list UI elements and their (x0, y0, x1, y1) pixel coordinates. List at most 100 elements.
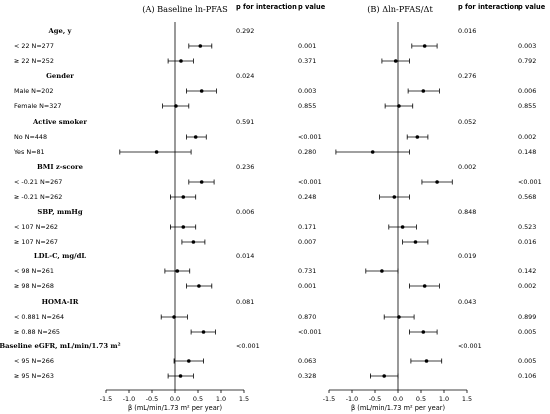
p-interaction-header-a: p for interaction (236, 3, 297, 11)
plot-layer: -1.5 -1.0 -0.5 0.0 0.5 1.0 1.5 Age, y 0.292 < 22 … (0, 22, 542, 403)
point-estimate-a (179, 59, 183, 63)
point-estimate-a (175, 269, 180, 273)
subgroup-label: No N=448 (14, 133, 47, 141)
group-header: Baseline eGFR, mL/min/1.73 m² (0, 342, 121, 350)
p-value-a: 0.280 (298, 148, 316, 156)
p-value-b: 0.148 (518, 148, 536, 156)
p-interaction-value-a: 0.014 (236, 252, 254, 260)
subgroup-label: ≥ 107 N=267 (14, 238, 58, 246)
group-header: LDL-C, mg/dL (34, 252, 86, 260)
subgroup-label: Yes N=81 (13, 148, 45, 156)
group-header: Active smoker (32, 118, 87, 126)
point-estimate-a (181, 195, 186, 199)
subgroup-label: ≥ 95 N=263 (14, 372, 54, 380)
subgroup-label: < 0.881 N=264 (14, 313, 64, 321)
p-value-a: <0.001 (298, 133, 322, 141)
x-tick-label-b: -1.0 (346, 395, 358, 403)
subgroup-label: ≥ 22 N=252 (14, 57, 54, 65)
x-tick-label-a: -1.0 (123, 395, 135, 403)
x-tick-label-a: -1.5 (100, 395, 112, 403)
p-value-b: 0.002 (518, 133, 536, 141)
subgroup-label: Male N=202 (14, 87, 54, 95)
p-interaction-value-b: 0.019 (458, 252, 476, 260)
group-header: SBP, mmHg (37, 208, 82, 216)
subgroup-label: < 98 N=261 (14, 267, 54, 275)
point-estimate-b (422, 44, 427, 48)
x-axis-label-a: β (mL/min/1.73 m² per year) (128, 404, 222, 412)
x-tick-label-a: 1.0 (216, 395, 226, 403)
p-value-a: 0.855 (298, 102, 316, 110)
p-value-header-b: p value (518, 3, 546, 11)
p-interaction-header-b: p for interaction (458, 3, 519, 11)
p-value-b: 0.899 (518, 313, 536, 321)
x-tick-label-b: 0.5 (416, 395, 426, 403)
group-header: Gender (46, 72, 74, 80)
point-estimate-a (201, 330, 206, 334)
x-tick-label-a: 1.5 (239, 395, 249, 403)
p-value-b: 0.792 (518, 57, 536, 65)
point-estimate-a (178, 374, 183, 378)
x-tick-label-b: 1.0 (439, 395, 449, 403)
p-value-a: 0.001 (298, 42, 316, 50)
x-tick-label-a: 0.5 (193, 395, 203, 403)
p-interaction-value-a: 0.236 (236, 163, 254, 171)
point-estimate-b (392, 195, 397, 199)
p-value-a: 0.171 (298, 223, 316, 231)
point-estimate-a (193, 135, 198, 139)
point-estimate-b (382, 374, 387, 378)
point-estimate-b (424, 359, 429, 363)
subgroup-label: < 22 N=277 (14, 42, 54, 50)
subgroup-label: < 95 N=266 (14, 357, 54, 365)
point-estimate-a (191, 240, 196, 244)
p-value-b: 0.568 (518, 193, 536, 201)
p-interaction-value-b: 0.848 (458, 208, 476, 216)
p-value-a: 0.007 (298, 238, 316, 246)
p-value-b: 0.002 (518, 282, 536, 290)
x-tick-label-b: 1.5 (462, 395, 472, 403)
subgroup-label: < -0.21 N=267 (14, 178, 62, 186)
p-value-b: 0.142 (518, 267, 536, 275)
p-interaction-value-b: 0.043 (458, 298, 476, 306)
point-estimate-a (199, 89, 204, 93)
p-value-header-a: p value (298, 3, 326, 11)
p-value-b: 0.006 (518, 87, 536, 95)
subgroup-label: ≥ 98 N=268 (14, 282, 54, 290)
p-value-a: 0.371 (298, 57, 316, 65)
point-estimate-a (181, 225, 186, 229)
x-tick-label-a: -0.5 (146, 395, 158, 403)
x-tick-label-b: -1.5 (323, 395, 335, 403)
group-header: BMI z-score (37, 163, 84, 171)
p-value-a: 0.001 (298, 282, 316, 290)
group-header: HOMA-IR (42, 298, 79, 306)
p-value-b: 0.005 (518, 328, 536, 336)
p-value-a: 0.003 (298, 87, 316, 95)
point-estimate-b (397, 315, 401, 319)
point-estimate-b (393, 59, 398, 63)
p-value-b: 0.003 (518, 42, 536, 50)
p-interaction-value-b: 0.052 (458, 118, 476, 126)
p-interaction-value-a: 0.081 (236, 298, 254, 306)
p-value-b: <0.001 (518, 178, 542, 186)
p-interaction-value-b: <0.001 (458, 342, 482, 350)
p-value-b: 0.855 (518, 102, 536, 110)
p-value-a: 0.870 (298, 313, 316, 321)
point-estimate-b (400, 225, 405, 229)
p-value-a: 0.731 (298, 267, 316, 275)
point-estimate-b (421, 330, 426, 334)
p-interaction-value-a: 0.006 (236, 208, 254, 216)
p-interaction-value-b: 0.016 (458, 27, 476, 35)
p-value-b: 0.016 (518, 238, 536, 246)
point-estimate-b (415, 135, 420, 139)
p-value-b: 0.005 (518, 357, 536, 365)
p-value-a: <0.001 (298, 178, 322, 186)
point-estimate-a (199, 180, 204, 184)
point-estimate-a (198, 44, 203, 48)
point-estimate-b (370, 150, 375, 154)
x-axis-label-b: β (mL/min/1.73 m² per year) (351, 404, 445, 412)
p-interaction-value-a: 0.024 (236, 72, 254, 80)
p-interaction-value-a: 0.591 (236, 118, 254, 126)
point-estimate-b (397, 104, 401, 108)
point-estimate-a (154, 150, 159, 154)
x-tick-label-b: -0.5 (369, 395, 381, 403)
